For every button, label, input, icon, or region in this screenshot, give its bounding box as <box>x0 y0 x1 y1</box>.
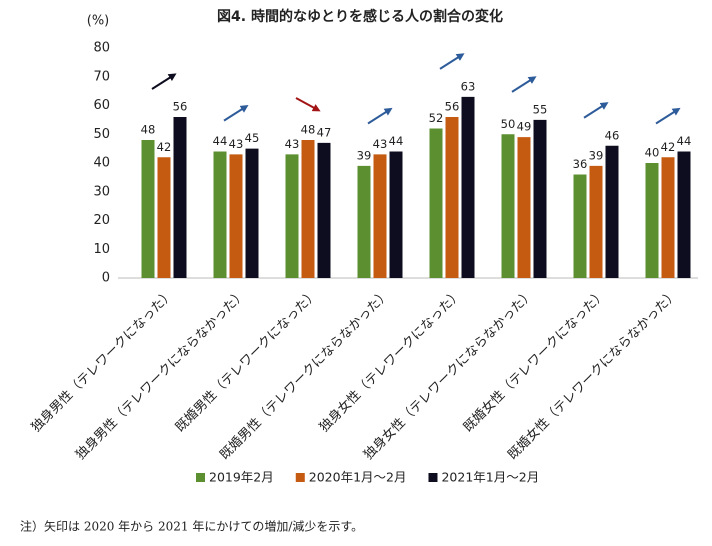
value-label: 44 <box>213 134 228 148</box>
value-label: 39 <box>357 148 372 162</box>
value-label: 42 <box>661 140 676 154</box>
y-unit: (%) <box>87 14 110 29</box>
value-label: 44 <box>677 134 692 148</box>
value-label: 63 <box>461 79 476 93</box>
bar <box>501 134 515 278</box>
bar <box>445 117 459 278</box>
value-label: 56 <box>173 100 188 114</box>
legend-swatch <box>196 473 205 482</box>
trend-arrow <box>511 76 537 93</box>
bar <box>389 151 403 278</box>
value-label: 55 <box>533 102 548 116</box>
bar <box>245 148 259 278</box>
value-label: 43 <box>373 137 388 151</box>
bar <box>157 157 171 278</box>
y-tick-label: 60 <box>93 98 110 113</box>
bar <box>645 163 659 278</box>
bar <box>661 157 675 278</box>
value-label: 36 <box>573 157 588 171</box>
bar <box>213 151 227 278</box>
bar <box>517 137 531 278</box>
legend-label: 2019年2月 <box>209 470 274 485</box>
value-label: 44 <box>389 134 404 148</box>
bar <box>141 140 155 278</box>
bar <box>301 140 315 278</box>
value-label: 45 <box>245 131 260 145</box>
legend-label: 2021年1月～2月 <box>441 470 539 485</box>
bar <box>605 145 619 278</box>
value-label: 48 <box>141 123 156 137</box>
x-tick-label: 独身女性（テレワークになった） <box>316 286 465 435</box>
value-label: 49 <box>517 120 532 134</box>
value-label: 48 <box>301 123 316 137</box>
bar <box>229 154 243 278</box>
value-label: 43 <box>229 137 244 151</box>
y-tick-label: 40 <box>93 156 110 171</box>
legend-label: 2020年1月～2月 <box>309 470 407 485</box>
bar <box>573 174 587 278</box>
value-label: 43 <box>285 137 300 151</box>
bar <box>357 165 371 278</box>
value-label: 40 <box>645 146 660 160</box>
bar <box>373 154 387 278</box>
value-label: 46 <box>605 128 620 142</box>
trend-arrow <box>439 53 465 70</box>
value-label: 52 <box>429 111 444 125</box>
trend-arrow <box>655 107 681 125</box>
bar <box>461 96 475 278</box>
value-label: 50 <box>501 117 516 131</box>
value-label: 56 <box>445 100 460 114</box>
value-label: 47 <box>317 125 332 139</box>
x-tick-label: 既婚男性（テレワークになった） <box>173 287 322 436</box>
y-tick-label: 20 <box>93 213 110 228</box>
bar <box>533 119 547 278</box>
value-label: 39 <box>589 148 604 162</box>
trend-arrow <box>367 107 393 125</box>
chart-title: 図4. 時間的なゆとりを感じる人の割合の変化 <box>217 8 503 25</box>
y-tick-label: 50 <box>93 127 110 142</box>
y-tick-label: 70 <box>93 69 110 84</box>
y-tick-label: 10 <box>93 242 110 257</box>
trend-arrow <box>151 73 177 90</box>
bar <box>317 142 331 278</box>
trend-arrow <box>223 105 249 122</box>
bar <box>429 128 443 278</box>
bar <box>677 151 691 278</box>
y-tick-label: 80 <box>93 41 110 56</box>
x-tick-label: 独身男性（テレワークになった） <box>28 286 177 435</box>
legend-swatch <box>295 473 305 482</box>
trend-arrow <box>583 102 609 119</box>
x-tick-label: 既婚女性（テレワークになった） <box>460 286 609 435</box>
bar <box>285 154 299 278</box>
bar <box>173 117 187 278</box>
bar <box>589 165 603 278</box>
value-label: 42 <box>157 140 172 154</box>
legend-swatch <box>428 473 438 482</box>
y-tick-label: 0 <box>102 271 110 286</box>
note: 注）矢印は 2020 年から 2021 年にかけての増加/減少を示す。 <box>20 519 363 534</box>
y-tick-label: 30 <box>93 184 110 199</box>
trend-arrow <box>295 97 321 112</box>
